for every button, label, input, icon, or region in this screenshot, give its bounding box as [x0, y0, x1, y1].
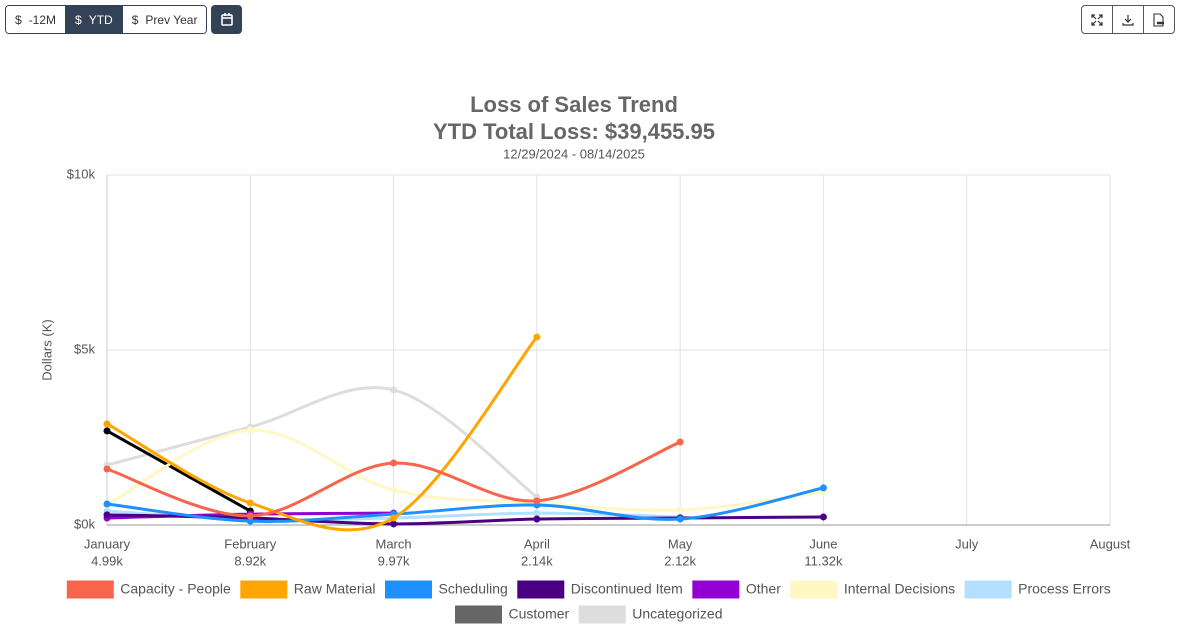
data-point: [390, 459, 398, 467]
y-axis-label: Dollars (K): [39, 319, 54, 380]
range-label: Prev Year: [145, 12, 198, 27]
data-point: [246, 499, 254, 507]
csv-icon: [1153, 12, 1164, 27]
legend-label: Capacity - People: [120, 581, 231, 597]
legend-label: Internal Decisions: [844, 581, 955, 597]
data-point: [533, 515, 541, 523]
x-tick-label: March: [376, 536, 412, 551]
x-tick-label: May: [668, 536, 693, 551]
fullscreen-button[interactable]: [1082, 6, 1113, 33]
data-point: [676, 515, 684, 523]
series-line: [106, 386, 538, 499]
x-tick-label: June: [809, 536, 837, 551]
date-range: 12/29/2024 - 08/14/2025: [503, 146, 645, 161]
data-point: [819, 484, 827, 492]
data-point: [103, 427, 111, 435]
data-point: [103, 500, 111, 508]
data-point: [103, 511, 111, 519]
download-icon: [1122, 14, 1134, 26]
legend-swatch: [517, 580, 565, 599]
legend-row: Capacity - People Raw Material Scheduling D…: [66, 580, 1111, 599]
calendar-button[interactable]: [211, 5, 243, 34]
x-tick-total: 11.32k: [804, 553, 843, 568]
x-tick-label: January: [84, 536, 131, 551]
data-point: [533, 497, 541, 505]
download-button[interactable]: [1113, 6, 1144, 33]
legend-swatch: [578, 605, 626, 624]
x-tick-label: February: [224, 536, 277, 551]
data-point: [533, 333, 541, 341]
x-tick-total: 9.97k: [378, 553, 410, 568]
x-tick-label: August: [1090, 536, 1131, 551]
legend-label: Other: [746, 581, 781, 597]
data-point: [390, 520, 398, 528]
y-tick-label: $0k: [74, 516, 95, 531]
chart-tools: [1081, 5, 1175, 34]
x-tick-total: 4.99k: [91, 553, 123, 568]
x-tick-label: July: [955, 536, 979, 551]
data-point: [246, 426, 254, 434]
range-selector: $ -12M $ YTD $ Prev Year: [5, 5, 208, 34]
range-button[interactable]: $ YTD: [66, 6, 123, 33]
legend-swatch: [455, 605, 503, 624]
data-point: [533, 509, 541, 517]
legend-label: Raw Material: [294, 581, 376, 597]
range-button[interactable]: $ Prev Year: [122, 6, 207, 33]
y-tick-label: $5k: [74, 341, 95, 356]
chart-title: Loss of Sales Trend: [470, 92, 678, 117]
legend-label: Scheduling: [439, 581, 508, 597]
legend-label: Process Errors: [1018, 581, 1111, 597]
series-line: [106, 336, 539, 532]
range-button[interactable]: $ -12M: [6, 6, 67, 33]
data-point: [676, 506, 684, 514]
data-point: [103, 420, 111, 428]
toolbar: $ -12M $ YTD $ Prev Year: [5, 5, 243, 34]
chart-subtitle: YTD Total Loss: $39,455.95: [433, 119, 715, 144]
legend-swatch: [790, 580, 838, 599]
x-tick-total: 2.12k: [664, 553, 696, 568]
series-line: [106, 429, 252, 513]
fullscreen-icon: [1091, 13, 1103, 26]
data-point: [819, 513, 827, 521]
currency-icon: $: [15, 12, 22, 27]
legend-label: Discontinued Item: [571, 581, 683, 597]
currency-icon: $: [131, 12, 139, 27]
data-point: [246, 512, 254, 520]
series-line: [106, 428, 824, 512]
data-point: [390, 486, 398, 494]
legend-swatch: [692, 580, 740, 599]
y-tick-label: $10k: [67, 166, 96, 181]
grid: [106, 174, 1111, 526]
range-label: YTD: [88, 12, 113, 27]
data-point: [676, 438, 684, 446]
legend-label: Uncategorized: [632, 606, 722, 622]
x-tick-total: 2.14k: [521, 553, 553, 568]
legend-swatch: [964, 580, 1012, 599]
legend-label: Customer: [509, 606, 570, 622]
data-point: [390, 514, 398, 522]
calendar-icon: [221, 13, 233, 26]
legend-swatch: [385, 580, 432, 599]
currency-icon: $: [75, 12, 82, 27]
data-point: [246, 517, 254, 525]
x-tick-total: 8.92k: [234, 553, 266, 568]
csv-button[interactable]: [1144, 6, 1174, 33]
series-line: [106, 486, 824, 523]
legend-row: Customer Uncategorized: [455, 605, 722, 624]
legend-swatch: [240, 580, 288, 599]
x-tick-label: April: [524, 536, 550, 551]
data-point: [390, 386, 398, 394]
data-point: [103, 465, 111, 473]
legend-swatch: [66, 580, 114, 599]
range-label: -12M: [28, 12, 57, 27]
